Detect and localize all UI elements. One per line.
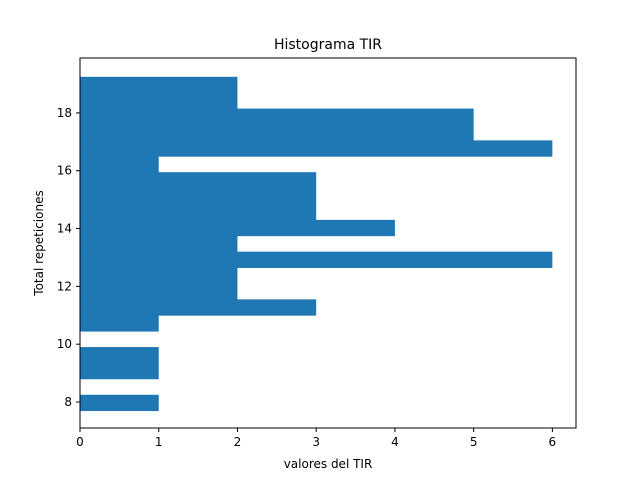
x-axis-ticks: 0 1 2 3 4 5 6	[76, 428, 556, 449]
y-tick-label: 10	[57, 337, 72, 351]
x-tick-label: 1	[155, 435, 163, 449]
x-tick-label: 5	[470, 435, 478, 449]
histogram-bar-13	[80, 108, 474, 141]
histogram-bar-0	[80, 394, 159, 412]
histogram-bar-5	[80, 299, 317, 316]
y-tick-label: 16	[57, 164, 72, 178]
x-tick-label: 2	[234, 435, 242, 449]
histogram-bar-9	[80, 219, 395, 237]
histogram-bar-12	[80, 140, 553, 157]
plot-frame	[79, 57, 577, 429]
y-tick-label: 14	[57, 222, 72, 236]
x-tick-label: 6	[549, 435, 557, 449]
histogram-bar-2	[80, 347, 159, 380]
y-axis-label: Total repeticiones	[32, 190, 46, 296]
histogram-bar-10	[80, 172, 317, 221]
histogram-bar-14	[80, 76, 238, 109]
histogram-bar-7	[80, 251, 553, 268]
histogram-bar-6	[80, 267, 238, 300]
x-axis-label: valores del TIR	[284, 457, 373, 471]
x-tick-label: 3	[312, 435, 320, 449]
bars-group	[80, 76, 553, 412]
histogram-bar-4	[80, 315, 159, 332]
y-tick-label: 8	[64, 395, 72, 409]
y-axis-ticks: 8 10 12 14 16 18	[57, 106, 80, 409]
histogram-bar-11	[80, 156, 159, 173]
x-tick-label: 0	[76, 435, 84, 449]
histogram-bar-8	[80, 235, 238, 253]
y-tick-label: 12	[57, 279, 72, 293]
chart-title: Histograma TIR	[274, 37, 382, 53]
x-tick-label: 4	[391, 435, 399, 449]
y-tick-label: 18	[57, 106, 72, 120]
